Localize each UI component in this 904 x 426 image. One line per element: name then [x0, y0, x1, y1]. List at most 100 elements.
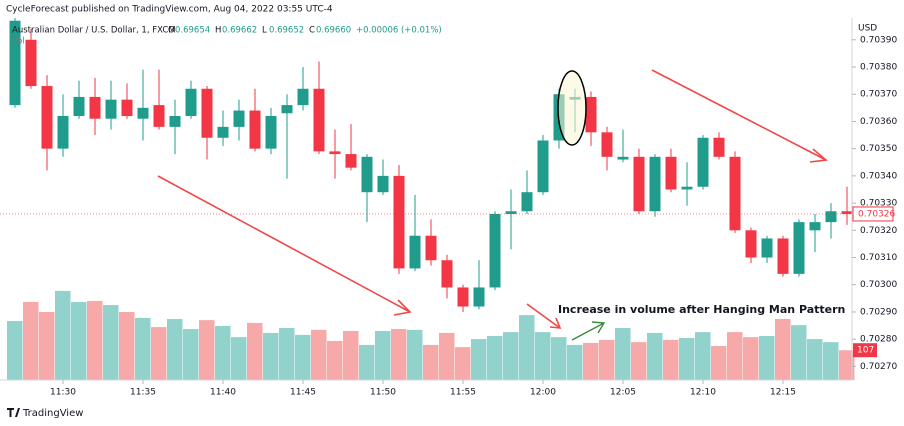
volume-bar — [391, 329, 407, 380]
candle-body — [617, 156, 629, 160]
volume-bar — [23, 302, 39, 380]
candle-body — [777, 238, 789, 274]
candle-body — [233, 110, 245, 127]
candle-body — [137, 107, 149, 119]
x-tick-label: 12:00 — [530, 388, 556, 398]
volume-bar — [247, 322, 263, 380]
volume-bar — [839, 350, 855, 380]
arrow-line — [526, 303, 561, 329]
candle-body — [457, 287, 469, 307]
y-tick-label: 0.70320 — [860, 226, 897, 236]
y-tick-label: 0.70390 — [860, 35, 897, 45]
ohlc-key: C — [309, 26, 315, 36]
ohlc-value: 0.69654 — [175, 26, 210, 36]
logo-icon — [7, 408, 20, 417]
volume-bar — [551, 337, 567, 380]
volume-bar — [807, 339, 823, 380]
volume-bar — [311, 329, 327, 380]
volume-bar — [535, 332, 551, 380]
currency: USD — [858, 24, 877, 34]
candle-body — [89, 96, 101, 119]
volume-bar — [647, 332, 663, 380]
symbol: Australian Dollar / U.S. Dollar, 1, FXCM — [12, 26, 176, 36]
y-tick-label: 0.70290 — [860, 307, 897, 317]
x-tick-label: 11:30 — [50, 388, 76, 398]
candle-body — [105, 99, 117, 119]
y-tick-label: 0.70280 — [860, 335, 897, 345]
x-tick-label: 11:35 — [130, 388, 156, 398]
ohlc-value: 0.69662 — [222, 26, 257, 36]
x-tick-label: 11:50 — [370, 388, 396, 398]
arrow-head — [591, 321, 606, 334]
arrow-line — [651, 69, 827, 161]
candle-body — [425, 235, 437, 261]
candle-body — [585, 96, 597, 133]
candle-body — [761, 238, 773, 258]
arrow-head — [393, 299, 412, 316]
ohlc-key: H — [215, 26, 221, 36]
volume-bar — [503, 332, 519, 380]
volume-bar — [583, 342, 599, 380]
legend: Australian Dollar / U.S. Dollar, 1, FXCM… — [12, 26, 442, 36]
ohlc-key: O — [168, 26, 175, 36]
volume-bar — [183, 329, 199, 380]
price-tag — [852, 206, 894, 222]
volume-bar — [407, 329, 423, 380]
volume-bar — [375, 330, 391, 380]
ohlc-key: L — [262, 26, 267, 36]
volume-bar — [455, 347, 471, 380]
volume-bar — [119, 312, 135, 380]
candle-body — [505, 211, 517, 214]
x-tick-label: 11:45 — [290, 388, 316, 398]
published-line: CycleForecast published on TradingView.c… — [6, 5, 333, 15]
volume-bar — [151, 327, 167, 380]
candle-body — [201, 88, 213, 138]
candle-body — [489, 213, 501, 288]
x-tick-label: 12:10 — [690, 388, 716, 398]
volume-bar — [215, 325, 231, 380]
volume-arrow — [571, 321, 606, 341]
volume-bar — [423, 344, 439, 380]
y-tick-label: 0.70300 — [860, 280, 897, 290]
candle-body — [153, 105, 165, 127]
candle-body — [825, 211, 837, 223]
candle-body — [121, 99, 133, 116]
volume-bar — [615, 327, 631, 380]
volume-bar — [487, 336, 503, 380]
x-tick-label: 11:40 — [210, 388, 236, 398]
volume-label: Vol — [12, 37, 25, 47]
volume-bar — [343, 330, 359, 380]
candle-body — [729, 156, 741, 231]
trend-arrows — [157, 69, 828, 329]
candle-body — [521, 192, 533, 212]
volume-bar — [743, 337, 759, 380]
y-tick-label: 0.70380 — [860, 62, 897, 72]
x-tick-label: 11:55 — [450, 388, 476, 398]
volume-bar — [439, 332, 455, 380]
y-tick-label: 0.70370 — [860, 90, 897, 100]
volume-bar — [295, 334, 311, 380]
volume-bar — [631, 342, 647, 380]
y-tick-label: 0.70360 — [860, 117, 897, 127]
candle-body — [793, 222, 805, 274]
volume-bar — [7, 320, 23, 380]
volume-bar — [599, 339, 615, 380]
arrow-head — [549, 317, 562, 329]
candle-body — [441, 260, 453, 288]
candle-body — [377, 175, 389, 193]
volume-bar — [711, 346, 727, 380]
candle-body — [697, 137, 709, 187]
volume-bar — [263, 332, 279, 380]
volume-bar — [775, 319, 791, 380]
candle-body — [329, 151, 341, 155]
y-tick-label: 0.70350 — [860, 144, 897, 154]
arrow-head — [809, 148, 828, 163]
y-tick-label: 0.70270 — [860, 362, 897, 372]
candle-body — [393, 175, 405, 269]
candle-body — [745, 230, 757, 258]
candle-body — [9, 20, 21, 106]
candle-body — [217, 126, 229, 138]
volume-bar — [471, 339, 487, 380]
